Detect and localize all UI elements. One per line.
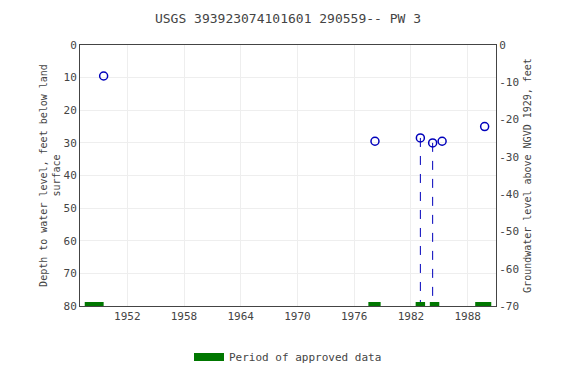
svg-text:1964: 1964 [227, 310, 254, 323]
svg-text:-10: -10 [499, 76, 519, 89]
svg-text:-70: -70 [499, 300, 519, 313]
svg-text:1976: 1976 [341, 310, 368, 323]
svg-text:1958: 1958 [171, 310, 198, 323]
svg-text:1982: 1982 [398, 310, 425, 323]
svg-text:1970: 1970 [284, 310, 311, 323]
svg-text:10: 10 [64, 71, 77, 84]
svg-text:40: 40 [64, 169, 77, 182]
svg-text:Groundwater level above NGVD 1: Groundwater level above NGVD 1929, feet [522, 58, 533, 293]
svg-text:20: 20 [64, 104, 77, 117]
svg-text:80: 80 [64, 300, 77, 313]
svg-text:-30: -30 [499, 151, 519, 164]
svg-text:-20: -20 [499, 113, 519, 126]
svg-text:-40: -40 [499, 188, 519, 201]
svg-text:Depth to water level, feet bel: Depth to water level, feet below landsur… [38, 64, 62, 287]
svg-text:USGS 393923074101601 290559--: USGS 393923074101601 290559-- PW 3 [155, 11, 421, 26]
svg-text:0: 0 [70, 39, 77, 52]
svg-text:1952: 1952 [114, 310, 140, 323]
svg-text:30: 30 [64, 137, 77, 150]
svg-text:-60: -60 [499, 263, 519, 276]
svg-text:60: 60 [64, 235, 77, 248]
svg-text:70: 70 [64, 267, 77, 280]
svg-text:1988: 1988 [454, 310, 481, 323]
svg-text:50: 50 [64, 202, 77, 215]
svg-text:Period of approved data: Period of approved data [229, 351, 381, 364]
svg-text:-50: -50 [499, 225, 519, 238]
svg-text:0: 0 [499, 39, 506, 52]
